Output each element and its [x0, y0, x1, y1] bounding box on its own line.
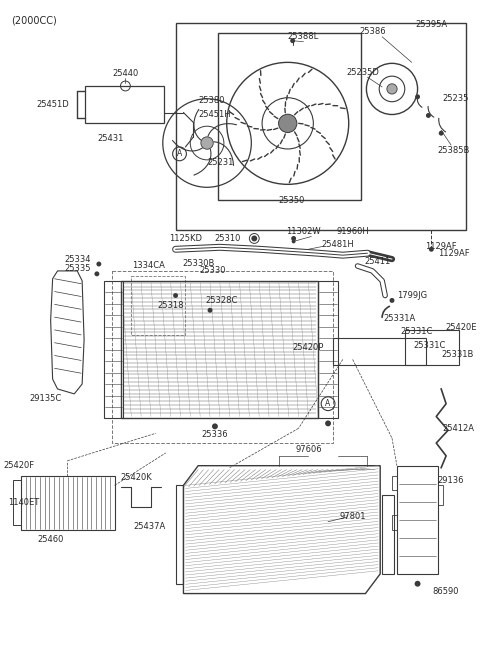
Circle shape: [415, 95, 420, 99]
Bar: [318, 281, 338, 419]
Circle shape: [95, 271, 99, 276]
Circle shape: [439, 131, 444, 136]
Text: 25440: 25440: [112, 68, 139, 78]
Circle shape: [390, 298, 395, 303]
Circle shape: [291, 236, 296, 241]
Circle shape: [173, 293, 178, 298]
Bar: [13, 481, 21, 525]
Text: 86590: 86590: [433, 587, 459, 596]
Bar: [405, 330, 459, 365]
Bar: [218, 33, 360, 200]
Circle shape: [212, 423, 218, 429]
Text: 1140ET: 1140ET: [8, 497, 39, 507]
Circle shape: [387, 84, 397, 94]
Text: 25385B: 25385B: [438, 147, 470, 155]
Text: 25460: 25460: [37, 535, 64, 544]
Text: 25411: 25411: [364, 257, 390, 265]
Circle shape: [426, 113, 431, 118]
Circle shape: [290, 38, 295, 43]
Circle shape: [415, 581, 420, 587]
Bar: [392, 475, 397, 490]
Text: 25330: 25330: [200, 267, 226, 275]
Bar: [392, 515, 397, 529]
Circle shape: [325, 421, 331, 426]
Text: 25328C: 25328C: [205, 296, 238, 305]
Text: 25330B: 25330B: [182, 259, 215, 267]
Text: 91960H: 91960H: [336, 227, 369, 236]
Bar: [176, 485, 183, 584]
Text: 29136: 29136: [438, 476, 464, 485]
Text: 25437A: 25437A: [133, 522, 165, 531]
Text: 1129AF: 1129AF: [438, 248, 470, 258]
Text: 25331C: 25331C: [413, 341, 445, 350]
Text: 25350: 25350: [278, 196, 305, 205]
Text: 25420K: 25420K: [120, 473, 152, 482]
Text: 25395A: 25395A: [415, 20, 447, 29]
Text: 97606: 97606: [295, 445, 322, 454]
Text: 25451H: 25451H: [198, 110, 231, 119]
Text: 29135C: 29135C: [30, 394, 62, 404]
Text: 11302W: 11302W: [286, 227, 321, 236]
Bar: [438, 485, 443, 505]
Text: A: A: [177, 149, 182, 158]
Text: 25420P: 25420P: [293, 343, 324, 352]
Text: 25481H: 25481H: [322, 240, 354, 249]
Text: 25380: 25380: [198, 96, 225, 105]
Bar: [397, 466, 438, 574]
Text: 25420F: 25420F: [4, 461, 35, 470]
Text: 25451D: 25451D: [36, 100, 69, 109]
Text: 25235D: 25235D: [346, 68, 379, 77]
Circle shape: [96, 261, 101, 267]
Text: 25431: 25431: [97, 134, 124, 143]
Text: 25386: 25386: [359, 27, 385, 37]
Text: 1334CA: 1334CA: [132, 261, 166, 271]
Text: A: A: [325, 399, 331, 408]
Text: 25235: 25235: [443, 95, 469, 103]
Text: 25331C: 25331C: [400, 327, 433, 336]
Bar: [104, 281, 123, 419]
Text: 25412A: 25412A: [442, 424, 474, 433]
Bar: [382, 496, 394, 574]
Text: 25420E: 25420E: [445, 323, 477, 333]
Circle shape: [252, 235, 257, 241]
Circle shape: [429, 247, 434, 252]
Text: 97801: 97801: [339, 512, 366, 522]
Bar: [112, 271, 333, 443]
Circle shape: [201, 137, 213, 149]
Text: 25388L: 25388L: [288, 33, 319, 41]
Text: 25336: 25336: [202, 430, 228, 439]
Text: 25231: 25231: [208, 158, 234, 167]
Bar: [85, 86, 164, 123]
Circle shape: [207, 308, 213, 313]
Text: 1125KD: 1125KD: [169, 234, 202, 243]
Text: 25331A: 25331A: [384, 314, 416, 323]
Text: 25318: 25318: [157, 301, 184, 310]
Text: 1129AF: 1129AF: [425, 242, 457, 251]
Circle shape: [278, 114, 297, 132]
Text: 25335: 25335: [64, 265, 90, 273]
Bar: [333, 338, 426, 365]
Text: 25331B: 25331B: [442, 350, 474, 359]
Text: (2000CC): (2000CC): [12, 15, 57, 25]
Circle shape: [292, 239, 296, 243]
Bar: [176, 23, 466, 230]
Text: 1799JG: 1799JG: [396, 291, 427, 300]
Bar: [21, 475, 115, 529]
Bar: [121, 281, 318, 419]
Bar: [132, 276, 185, 335]
Text: 25334: 25334: [64, 255, 90, 263]
Text: 25310: 25310: [215, 234, 241, 243]
